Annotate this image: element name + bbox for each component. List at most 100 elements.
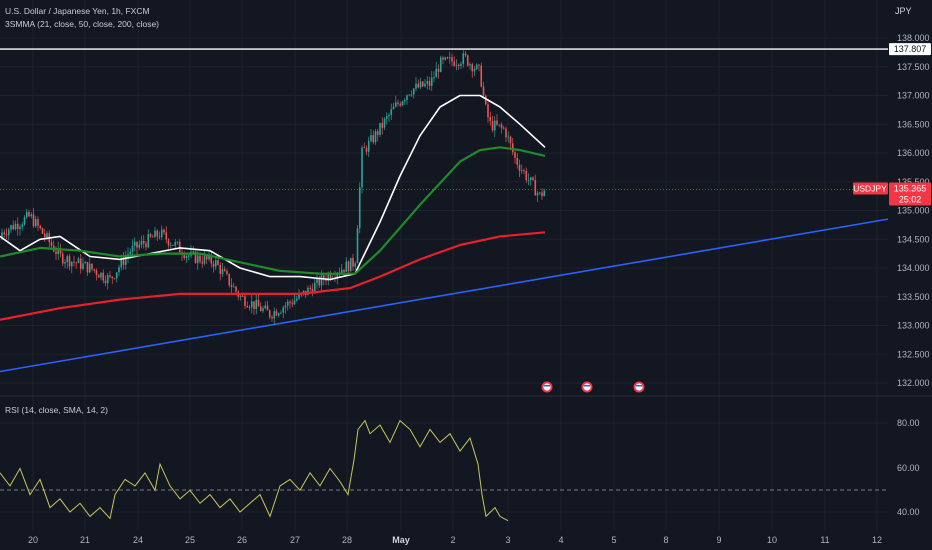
candle-body: [428, 81, 431, 86]
candle-body: [97, 275, 100, 278]
time-tick: 26: [237, 535, 247, 545]
candle-body: [28, 211, 30, 217]
candle-body: [183, 255, 186, 259]
time-tick: 25: [185, 535, 195, 545]
candle-body: [264, 305, 267, 309]
candle-body: [169, 244, 172, 246]
time-tick: May: [392, 535, 410, 545]
candle-body: [403, 99, 406, 102]
candle-body: [185, 255, 188, 259]
candle-body: [415, 83, 417, 89]
candle-body: [187, 255, 190, 257]
candle-body: [154, 230, 156, 238]
candle-body: [84, 261, 87, 264]
candle-body: [451, 57, 453, 62]
rsi-line: [0, 419, 509, 522]
candle-body: [30, 214, 33, 217]
candle-body: [493, 120, 496, 131]
event-flag-stripe-1: [584, 385, 590, 387]
candle-body: [482, 86, 485, 96]
candle-body: [289, 301, 291, 303]
trendlines: [0, 48, 889, 373]
candle-body: [133, 241, 136, 246]
candle-body: [118, 267, 120, 273]
candle-body: [131, 245, 134, 252]
candle-body: [259, 306, 262, 312]
event-flag-stripe-0: [544, 385, 550, 387]
time-tick: 10: [767, 535, 777, 545]
economic-events[interactable]: [540, 380, 646, 394]
candle-body: [239, 296, 242, 297]
time-tick: 24: [133, 535, 143, 545]
time-tick: 5: [611, 535, 616, 545]
candle-body: [82, 263, 84, 269]
rsi-tick: 80.00: [897, 418, 920, 428]
candle-body: [167, 239, 170, 246]
candle-body: [541, 192, 543, 197]
candle-body: [64, 262, 66, 264]
candle-body: [354, 263, 357, 267]
candle-body: [41, 228, 44, 234]
candle-body: [156, 230, 159, 237]
candle-body: [145, 243, 147, 248]
candle-body: [59, 248, 62, 254]
candle-body: [235, 286, 237, 292]
candle-body: [356, 228, 359, 264]
candle-body: [444, 57, 447, 60]
candle-body: [410, 94, 413, 96]
time-tick: 8: [663, 535, 668, 545]
candle-body: [5, 234, 8, 236]
candle-body: [457, 64, 460, 66]
candles: [1, 49, 546, 325]
candle-body: [19, 226, 21, 229]
candle-body: [217, 260, 219, 265]
countdown-tag: 25:02: [899, 195, 922, 205]
candle-body: [10, 225, 12, 230]
candle-body: [32, 214, 35, 227]
candle-body: [199, 255, 201, 262]
candle-body: [509, 136, 512, 144]
candle-body: [448, 57, 451, 59]
event-flag-inner-1: [583, 383, 591, 391]
candle-body: [383, 118, 386, 128]
candle-body: [475, 64, 478, 70]
price-tick: 136.500: [897, 119, 930, 129]
candle-body: [142, 240, 145, 244]
candle-body: [192, 251, 195, 253]
candle-body: [309, 287, 312, 289]
candle-body: [318, 277, 321, 286]
candle-body: [232, 286, 235, 288]
candle-body: [507, 136, 510, 138]
candle-body: [208, 255, 210, 260]
candle-body: [255, 299, 258, 310]
candle-body: [392, 106, 395, 110]
candle-body: [302, 290, 305, 293]
candle-body: [520, 170, 523, 172]
candle-body: [442, 57, 444, 60]
candle-body: [307, 287, 309, 296]
candle-body: [73, 261, 75, 263]
candle-body: [70, 261, 73, 267]
candle-body: [311, 288, 314, 294]
grid: [0, 0, 932, 530]
candle-body: [397, 102, 399, 104]
price-tick: 137.000: [897, 91, 930, 101]
candle-body: [21, 224, 24, 227]
candle-body: [160, 229, 163, 238]
rsi-legend[interactable]: RSI (14, close, SMA, 14, 2): [5, 405, 108, 415]
candle-body: [151, 236, 154, 238]
price-tick: 135.000: [897, 206, 930, 216]
candle-body: [491, 121, 494, 131]
indicator-legend[interactable]: 3SMMA (21, close, 50, close, 200, close): [5, 19, 160, 29]
candle-body: [408, 94, 411, 96]
candle-body: [113, 278, 116, 279]
candle-body: [347, 261, 350, 272]
candle-body: [505, 128, 507, 138]
candle-body: [205, 256, 208, 260]
time-tick: 20: [28, 535, 38, 545]
candle-body: [527, 179, 530, 181]
candle-body: [34, 219, 37, 227]
